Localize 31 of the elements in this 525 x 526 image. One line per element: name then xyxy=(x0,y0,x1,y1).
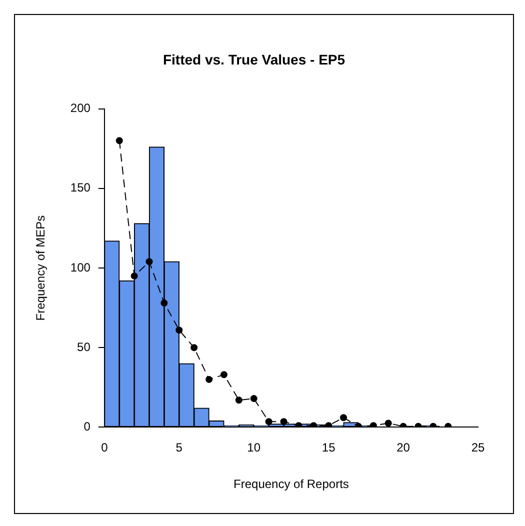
x-tick-label: 20 xyxy=(396,440,410,455)
point xyxy=(146,258,153,266)
y-tick-label: 100 xyxy=(70,260,91,274)
point xyxy=(340,414,348,422)
point xyxy=(370,422,377,428)
point xyxy=(325,422,332,428)
point xyxy=(220,371,228,378)
point xyxy=(280,418,288,426)
point xyxy=(265,418,272,426)
point xyxy=(176,326,183,334)
x-tick-label: 15 xyxy=(322,440,336,455)
x-tick-label: 10 xyxy=(247,440,261,455)
y-tick-label: 150 xyxy=(70,180,91,195)
chart-title: Fitted vs. True Values - EP5 xyxy=(162,51,346,68)
y-axis-title: Frequency of MEPs xyxy=(34,215,48,321)
point xyxy=(235,396,242,404)
point xyxy=(250,395,258,402)
point xyxy=(160,300,168,307)
point xyxy=(190,344,198,352)
point xyxy=(116,137,123,144)
point xyxy=(310,422,318,428)
point xyxy=(384,420,392,427)
y-tick-label: 0 xyxy=(84,420,91,434)
y-tick-label: 200 xyxy=(70,101,91,116)
x-axis-title: Frequency of Reports xyxy=(234,477,349,492)
x-tick-label: 25 xyxy=(471,440,485,455)
point xyxy=(206,376,213,383)
x-tick-label: 5 xyxy=(176,440,183,455)
point xyxy=(130,272,138,280)
x-tick-label: 0 xyxy=(101,440,108,455)
y-tick-label: 50 xyxy=(77,340,91,354)
